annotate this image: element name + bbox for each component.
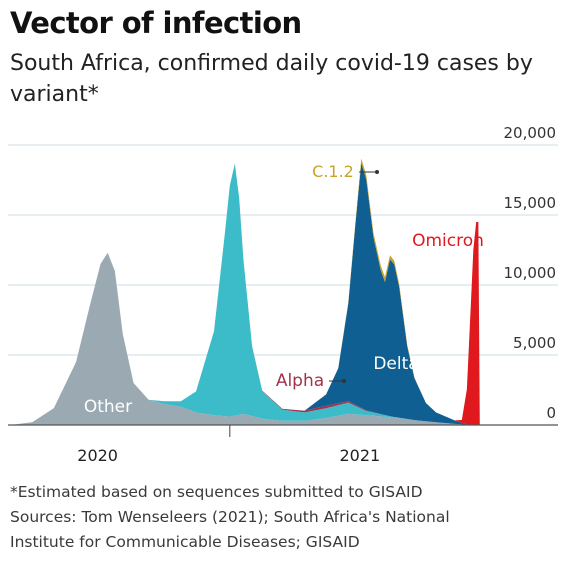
series-areas xyxy=(10,158,492,426)
x-tick-label: 2021 xyxy=(339,446,380,465)
label-omicron: Omicron xyxy=(412,231,484,251)
series-area-beta xyxy=(10,163,492,425)
footnote-sources-line-1: Sources: Tom Wenseleers (2021); South Af… xyxy=(10,508,450,526)
label-delta: Delta xyxy=(373,354,418,374)
label-c-1-2: C.1.2 xyxy=(312,162,354,181)
footnote-sources-line-2: Institute for Communicable Diseases; GIS… xyxy=(10,533,360,551)
y-tick-label: 15,000 xyxy=(504,194,557,212)
footnote-note: *Estimated based on sequences submitted … xyxy=(10,483,423,501)
footnote: *Estimated based on sequences submitted … xyxy=(10,480,570,555)
chart-subtitle: South Africa, confirmed daily covid-19 c… xyxy=(10,51,533,107)
label-other: Other xyxy=(84,397,132,417)
label-alpha: Alpha xyxy=(276,371,324,391)
series-area-other xyxy=(10,252,492,425)
y-tick-label: 10,000 xyxy=(504,264,557,282)
chart-title: Vector of infection xyxy=(10,6,302,40)
label-beta: Beta xyxy=(172,313,211,333)
c12-leader-dot xyxy=(375,170,379,174)
plot-area: 0 5,000 10,000 15,000 20,000 2020 2021 Other Bet… xyxy=(8,124,558,465)
series-area-delta xyxy=(10,162,492,425)
alpha-leader-dot xyxy=(342,379,346,383)
x-tick-label: 2020 xyxy=(77,446,118,465)
y-tick-label: 20,000 xyxy=(504,124,557,142)
y-tick-label: 0 xyxy=(546,404,556,422)
y-tick-label: 5,000 xyxy=(513,334,556,352)
